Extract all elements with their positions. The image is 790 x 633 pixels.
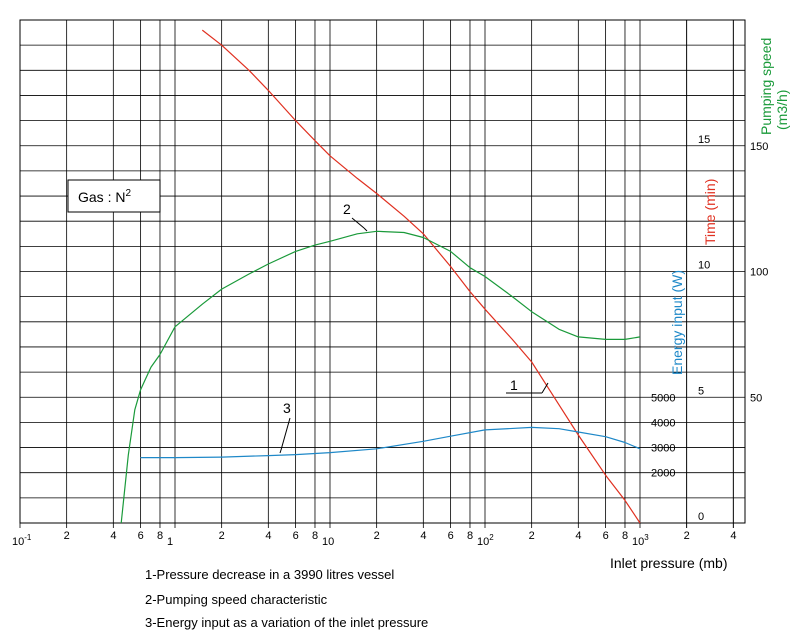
callout-2-label: 2	[343, 201, 351, 217]
x-tick-label-minor: 4	[420, 530, 426, 542]
pumping-speed-tick-label: 50	[750, 392, 762, 404]
energy-axis-title: Energy input (W)	[669, 270, 685, 375]
series-2-line	[120, 230, 641, 524]
series-3-line	[140, 426, 641, 459]
gas-legend-text: Gas : N2	[78, 188, 131, 205]
x-tick-label-base: 1	[167, 536, 173, 548]
x-tick-label-minor: 2	[64, 530, 70, 542]
callout-2-arrow	[363, 227, 368, 232]
x-tick-label-major: 103	[632, 533, 649, 548]
pumping-speed-tick-label: 100	[750, 267, 768, 279]
time-axis-title: Time (min)	[702, 179, 718, 245]
gas-legend-label: Gas : N	[78, 189, 125, 205]
x-tick-label-exponent: -1	[24, 533, 32, 542]
x-tick-label-minor: 8	[622, 530, 628, 542]
pumping-speed-axis-title-line2: (m3/h)	[774, 90, 790, 130]
x-tick-label-minor: 6	[603, 530, 609, 542]
x-tick-label-base: 10	[12, 536, 24, 548]
x-tick-label-minor: 4	[730, 530, 736, 542]
x-tick-label-major: 10-1	[12, 533, 32, 548]
energy-tick-label: 2000	[651, 468, 675, 480]
caption-3: 3-Energy input as a variation of the inl…	[145, 615, 429, 630]
pumping-speed-axis-title-line1: Pumping speed	[758, 38, 774, 135]
series-1-line	[201, 29, 641, 524]
x-tick-label-minor: 8	[157, 530, 163, 542]
x-tick-label-minor: 8	[312, 530, 318, 542]
x-tick-label-base: 10	[632, 536, 644, 548]
time-tick-label: 15	[698, 134, 710, 146]
callout-3-leader	[280, 417, 291, 451]
x-axis-title: Inlet pressure (mb)	[610, 555, 727, 571]
gas-legend: Gas : N2	[67, 179, 161, 213]
caption-1: 1-Pressure decrease in a 3990 litres ves…	[145, 567, 395, 582]
x-tick-label-exponent: 2	[489, 533, 494, 542]
x-tick-label-minor: 2	[529, 530, 535, 542]
x-tick-label-minor: 4	[265, 530, 271, 542]
callout-3-label: 3	[283, 400, 291, 416]
x-tick-label-minor: 6	[293, 530, 299, 542]
x-tick-label-minor: 6	[138, 530, 144, 542]
x-tick-label-major: 102	[477, 533, 494, 548]
x-tick-label-base: 10	[322, 536, 334, 548]
x-tick-label-base: 10	[477, 536, 489, 548]
x-tick-label-major: 1	[167, 536, 173, 548]
x-tick-label-exponent: 3	[644, 533, 649, 542]
x-tick-label-minor: 4	[575, 530, 581, 542]
x-tick-label-minor: 6	[448, 530, 454, 542]
energy-tick-label: 3000	[651, 443, 675, 455]
callout-2-leader	[351, 217, 365, 229]
x-tick-label-major: 10	[322, 536, 334, 548]
x-tick-label-minor: 2	[219, 530, 225, 542]
time-tick-label: 10	[698, 260, 710, 272]
x-tick-label-minor: 2	[684, 530, 690, 542]
series-layer	[120, 29, 641, 524]
energy-tick-label: 4000	[651, 417, 675, 429]
x-tick-label-minor: 4	[110, 530, 116, 542]
x-tick-label-minor: 8	[467, 530, 473, 542]
x-tick-label-minor: 2	[374, 530, 380, 542]
callout-3-arrow	[279, 449, 282, 454]
gas-legend-subscript: 2	[125, 188, 131, 199]
energy-tick-label: 5000	[651, 392, 675, 404]
time-tick-label: 5	[698, 385, 704, 397]
callout-1-arrow	[541, 382, 549, 394]
callout-1-label: 1	[510, 377, 518, 393]
pumping-speed-tick-label: 150	[750, 141, 768, 153]
time-tick-label: 0	[698, 511, 704, 523]
gas-legend-box	[67, 179, 161, 213]
caption-2: 2-Pumping speed characteristic	[145, 592, 328, 607]
